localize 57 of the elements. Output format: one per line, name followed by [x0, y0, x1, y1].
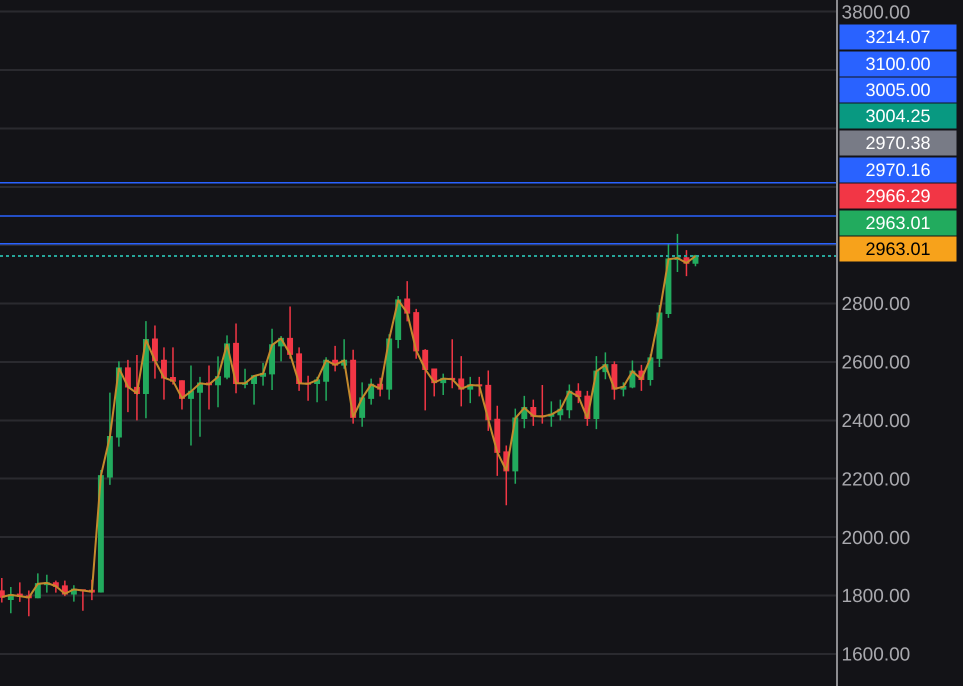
candlestick	[593, 355, 600, 430]
candlestick	[539, 384, 546, 424]
candlestick	[0, 577, 5, 604]
candlestick	[251, 375, 257, 406]
candlestick	[386, 333, 392, 400]
candlestick	[476, 376, 482, 398]
candlestick	[233, 322, 239, 394]
candlestick	[80, 589, 86, 612]
text: 3005.00	[865, 80, 931, 100]
text: 2963.01	[865, 213, 931, 233]
text: 3214.07	[865, 27, 931, 47]
candlestick	[197, 376, 203, 438]
candlestick	[449, 338, 456, 389]
candlestick	[557, 398, 564, 422]
candlestick	[260, 362, 266, 386]
y-tick-label: 2400.00	[842, 411, 910, 432]
y-tick-label: 1600.00	[842, 644, 910, 666]
y-tick-label: 2600.00	[842, 352, 910, 374]
candlestick	[323, 356, 330, 402]
candlestick	[548, 400, 554, 428]
text: 3004.25	[865, 106, 931, 126]
y-tick-label: 2800.00	[842, 294, 910, 316]
text: 2970.38	[865, 133, 931, 153]
candlestick	[305, 374, 312, 402]
candlestick	[188, 364, 194, 446]
text: 2963.01	[865, 239, 931, 259]
y-tick-label: 2000.00	[842, 528, 910, 549]
y-tick-label: 3800.00	[842, 2, 910, 24]
candlestick	[269, 328, 276, 391]
y-tick-label: 2200.00	[842, 469, 910, 490]
y-tick-label: 1800.00	[842, 586, 910, 608]
candlestick	[422, 348, 428, 412]
candlestick	[467, 376, 474, 404]
candlestick	[106, 392, 113, 486]
candlestick	[404, 280, 410, 322]
candlestick	[161, 346, 167, 400]
candlestick	[8, 586, 14, 614]
candlestick	[512, 408, 518, 484]
candlestick	[242, 368, 248, 389]
candlestick	[674, 233, 680, 273]
candlestick	[458, 355, 464, 408]
text: 3100.00	[865, 54, 931, 74]
candlestick	[152, 324, 158, 380]
candlestick	[359, 382, 366, 428]
candlestick	[16, 582, 23, 603]
candlestick	[494, 405, 500, 477]
candlestick	[170, 346, 176, 386]
text: 2970.16	[865, 160, 931, 180]
text: 2966.29	[865, 186, 931, 206]
candlestick	[314, 376, 320, 404]
candlestick	[215, 356, 221, 408]
candlestick	[296, 346, 302, 392]
candlestick	[124, 359, 131, 413]
candlestick	[287, 306, 294, 360]
candlestick	[206, 364, 212, 410]
candlestick	[413, 308, 420, 360]
line-series	[0, 255, 696, 599]
